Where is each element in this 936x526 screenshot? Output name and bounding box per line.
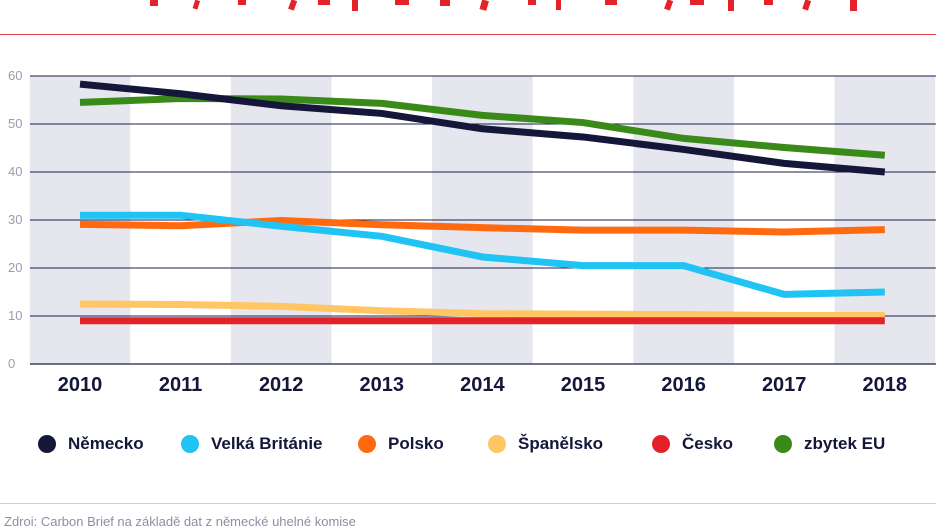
legend-item: zbytek EU [774,428,885,460]
legend-item: Polsko [358,428,444,460]
x-tick-label: 2018 [863,374,908,396]
title-fragment-graphic [150,0,857,11]
legend-label: Česko [682,434,734,453]
legend-item: Německo [38,428,144,460]
x-tick-label: 2015 [561,374,606,396]
series-line-španělsko [79,300,885,320]
legend-label: Německo [68,434,144,453]
x-tick-label: 2014 [460,374,505,396]
series-line-polsko [79,216,885,236]
x-tick-label: 2012 [259,374,304,396]
y-tick-label: 60 [8,68,22,83]
series-lines [79,80,886,325]
chart-legend: Německo Velká Británie Polsko Španělsko Česk… [0,428,936,460]
page-title-clipped [0,0,936,14]
legend-label: Velká Británie [211,434,323,453]
x-tick-label: 2017 [762,374,807,396]
legend-label: Polsko [388,434,444,453]
y-axis-tick-labels: 0 10 20 30 40 50 60 [8,68,22,371]
x-tick-label: 2013 [360,374,405,396]
x-tick-label: 2016 [661,374,706,396]
y-tick-label: 20 [8,260,22,275]
y-tick-label: 30 [8,212,22,227]
y-tick-label: 10 [8,308,22,323]
legend-swatch [181,435,199,453]
series-line-velká-británie [80,211,885,298]
legend-label: Španělsko [518,434,604,453]
title-underline [0,34,936,35]
legend-swatch [358,435,376,453]
y-tick-label: 0 [8,356,15,371]
x-tick-label: 2011 [159,374,202,396]
legend-item: Španělsko [488,428,603,460]
legend-swatch [488,435,506,453]
legend-label: zbytek EU [804,434,886,453]
legend-item: Česko [652,428,733,460]
series-line-německo [79,80,886,176]
y-tick-label: 40 [8,164,22,179]
legend-swatch [652,435,670,453]
source-note: Zdroj: Carbon Brief na základě dat z něm… [4,514,356,526]
x-axis-tick-labels: 2010 2011 2012 2013 2014 2015 2016 2017 2018 [58,374,907,396]
y-tick-label: 50 [8,116,22,131]
legend-swatch [774,435,792,453]
footer-divider [0,503,936,504]
x-tick-label: 2010 [58,374,103,396]
legend-swatch [38,435,56,453]
legend-item: Velká Británie [181,428,323,460]
